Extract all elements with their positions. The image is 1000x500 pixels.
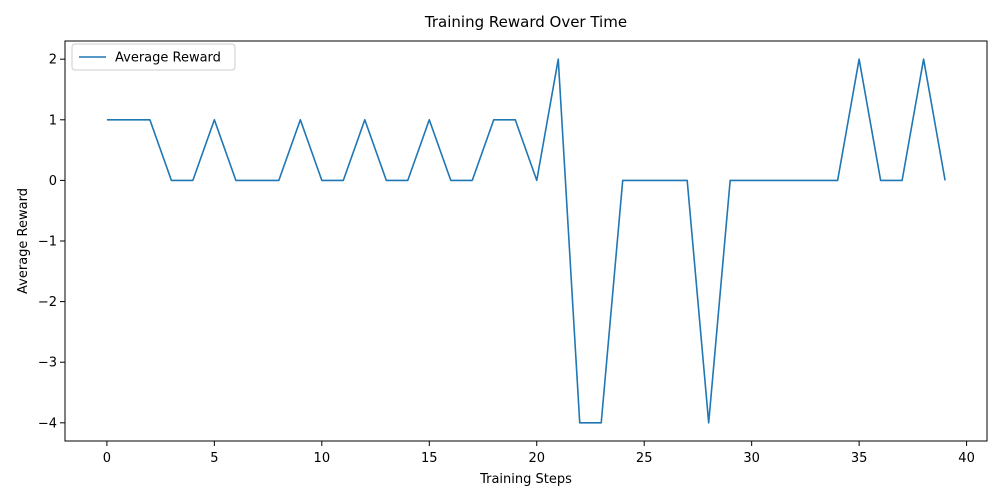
y-tick-label: 0 [49, 174, 57, 189]
x-tick-label: 25 [636, 451, 653, 466]
y-axis-label: Average Reward [16, 188, 31, 294]
x-axis: 0 5 10 15 20 25 30 35 40 [103, 441, 975, 466]
x-tick-label: 5 [210, 451, 218, 466]
x-tick-label: 20 [528, 451, 545, 466]
y-axis: −4 −3 −2 −1 0 1 2 [38, 53, 65, 431]
x-tick-label: 0 [103, 451, 111, 466]
x-tick-label: 15 [421, 451, 438, 466]
legend-label-average-reward: Average Reward [115, 51, 221, 66]
plot-frame [64, 40, 988, 442]
series-line-average-reward [106, 58, 946, 424]
series-layer [106, 58, 946, 424]
x-tick-label: 40 [958, 451, 975, 466]
chart-title: Training Reward Over Time [424, 13, 627, 31]
legend-box [71, 43, 236, 71]
x-tick-label: 30 [743, 451, 760, 466]
legend: Average Reward [71, 43, 236, 71]
y-tick-label: −2 [38, 295, 57, 310]
x-axis-label: Training Steps [479, 472, 572, 487]
y-tick-label: −1 [38, 235, 57, 250]
x-tick-label: 10 [314, 451, 331, 466]
y-tick-label: 2 [49, 53, 57, 68]
y-tick-label: −4 [38, 416, 57, 431]
y-tick-label: 1 [49, 113, 57, 128]
y-tick-label: −3 [38, 356, 57, 371]
x-tick-label: 35 [851, 451, 868, 466]
